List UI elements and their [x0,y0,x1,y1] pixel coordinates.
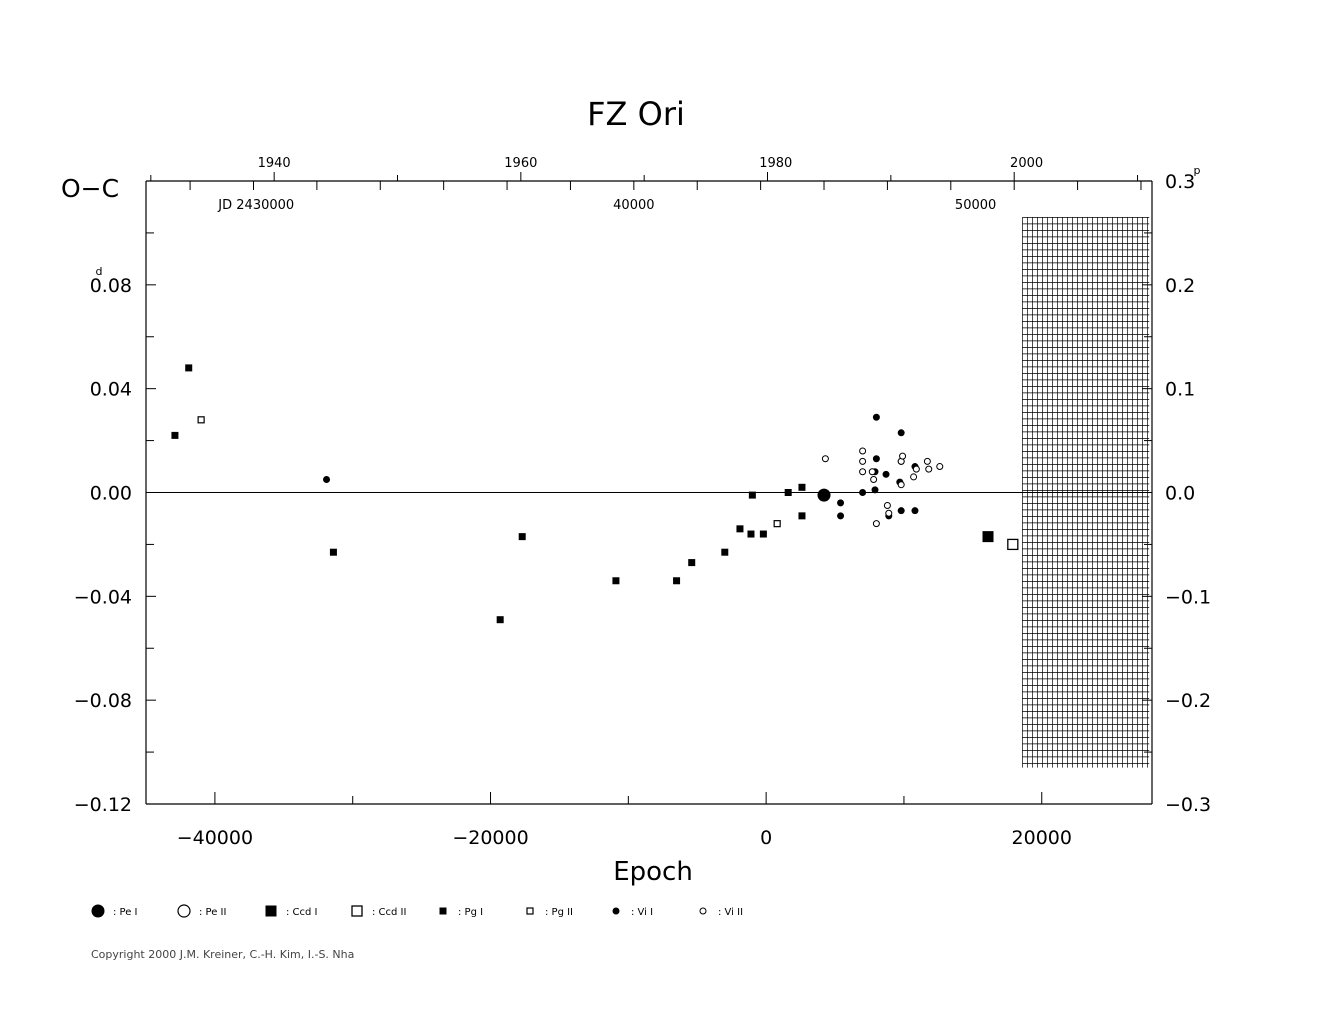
y-tick-label: 0.04 [90,379,132,401]
legend-label: : Vi II [718,907,743,918]
data-point [747,530,755,538]
data-point [885,509,893,517]
data-point [897,429,905,437]
data-point [784,489,792,496]
right-y-tick-label: 0.2 [1165,275,1195,297]
legend-marker [265,905,277,917]
x-tick-label: −20000 [452,827,528,849]
data-point [759,530,767,538]
x-tick-label: −40000 [177,827,253,849]
data-point [872,520,880,528]
year-tick-label: 1960 [504,156,537,171]
year-tick-label: 1980 [759,156,792,171]
data-point [837,499,845,507]
data-point [323,476,331,484]
data-point [817,488,831,502]
y-unit-label: d [96,265,103,278]
data-point [821,455,829,463]
x-tick-label: 20000 [1012,827,1072,849]
data-point [736,525,744,533]
data-point [859,468,867,476]
data-point [329,548,337,556]
jd-label: 50000 [955,198,996,213]
right-y-tick-label: −0.1 [1165,586,1211,608]
data-points [171,364,1019,624]
legend-label: : Pe I [113,907,138,918]
data-point [872,455,880,463]
year-tick-label: 1940 [258,156,291,171]
y-tick-label: 0.00 [90,483,132,505]
data-point [871,486,879,494]
data-point [982,531,994,543]
data-point [798,483,806,491]
data-point [673,577,681,585]
data-point [798,512,806,520]
legend-marker [91,904,105,918]
data-point [518,533,526,541]
legend-marker [699,907,707,915]
data-point [883,501,891,509]
year-tick-label: 2000 [1010,156,1043,171]
right-y-tick-label: −0.3 [1165,794,1211,816]
data-point [910,473,918,481]
right-y-unit-label: p [1194,164,1201,177]
data-point [868,468,876,476]
data-point [870,476,878,484]
data-point [496,616,504,624]
data-point [872,413,880,421]
legend-marker [351,905,363,917]
data-point [859,457,867,465]
y-tick-label: −0.12 [74,794,132,816]
chart-title: FZ Ori [587,95,685,133]
y-tick-label: −0.08 [74,690,132,712]
data-point [897,481,905,489]
legend-marker [177,904,191,918]
right-y-tick-label: 0.3 [1165,171,1195,193]
jd-label: 40000 [613,198,654,213]
x-axis-label: Epoch [613,857,693,887]
data-point [773,520,781,528]
plot-frame: −40000 −20000 0 20000 0.08 0.04 0.00 −0.04 −0.08… [74,156,1211,849]
right-y-tick-label: 0.1 [1165,379,1195,401]
data-point [859,447,867,455]
data-point [171,431,179,439]
data-point [923,457,931,465]
legend-label: : Pg II [545,907,573,918]
data-point [688,559,696,567]
x-tick-label: 0 [760,827,772,849]
legend-marker [526,907,534,915]
legend-label: : Ccd II [372,907,406,918]
legend-marker [612,907,620,915]
right-y-tick-label: 0.0 [1165,483,1195,505]
right-y-tick-label: −0.2 [1165,690,1211,712]
data-point [197,416,205,424]
data-point [899,452,907,460]
copyright-text: Copyright 2000 J.M. Kreiner, C.-H. Kim, … [91,948,355,961]
y-tick-label: 0.08 [90,275,132,297]
legend: : Pe I : Pe II : Ccd I : Ccd II : Pg I : Pg I… [91,904,743,918]
data-point [612,577,620,585]
data-point [748,491,756,499]
legend-marker [439,907,447,915]
data-point [185,364,193,372]
data-point [837,512,845,520]
data-point [912,465,920,473]
data-point [882,470,890,478]
y-tick-label: −0.04 [74,586,132,608]
data-point [936,463,944,471]
data-point [721,548,729,556]
data-point [911,507,919,515]
data-point [1007,538,1019,551]
legend-label: : Pg I [458,907,483,918]
y-axis-label: O−C [61,174,119,203]
data-point [925,465,933,473]
data-point [859,489,867,496]
legend-label: : Pe II [199,907,226,918]
jd-label: JD 2430000 [217,198,294,213]
legend-label: : Vi I [631,907,653,918]
legend-label: : Ccd I [286,907,318,918]
data-point [897,507,905,515]
